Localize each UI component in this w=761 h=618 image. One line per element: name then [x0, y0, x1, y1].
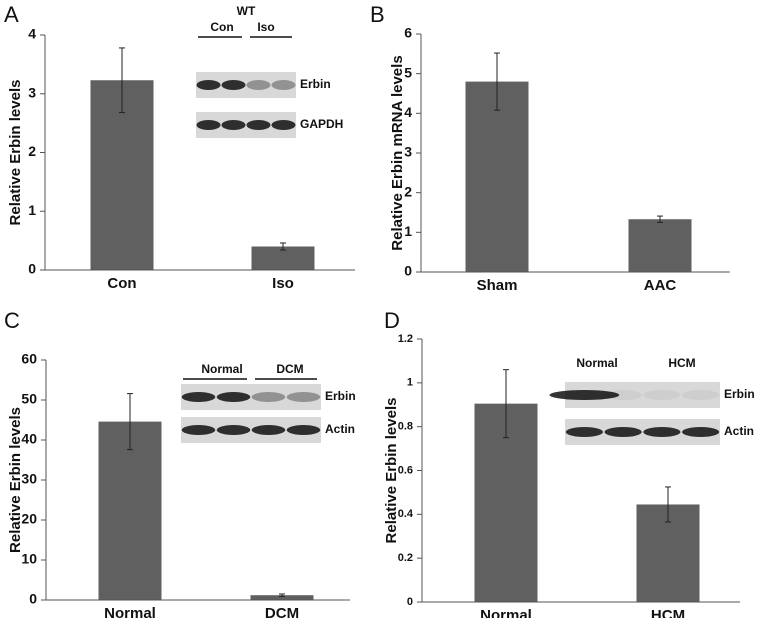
bar	[250, 595, 314, 600]
y-axis-label: Relative Erbin levels	[7, 407, 24, 553]
y-tick-label: 2	[28, 143, 36, 159]
band-label: Erbin	[325, 389, 356, 403]
blot-band	[682, 390, 720, 400]
y-tick-label: 50	[21, 391, 37, 407]
blot-band	[286, 392, 321, 402]
band-label: Erbin	[300, 77, 331, 91]
blot-band	[216, 425, 251, 435]
y-tick-label: 20	[21, 511, 37, 527]
y-tick-label: 6	[404, 25, 412, 41]
y-tick-label: 0	[29, 591, 37, 607]
y-tick-label: 1	[28, 202, 36, 218]
bar	[628, 219, 692, 272]
blot-band	[216, 392, 251, 402]
blot-band	[565, 427, 603, 437]
y-tick-label: 5	[404, 64, 412, 80]
y-tick-label: 30	[21, 471, 37, 487]
y-tick-label: 0.8	[398, 421, 413, 433]
x-tick-label: Con	[107, 275, 136, 292]
y-tick-label: 0	[404, 263, 412, 279]
y-tick-label: 1.2	[398, 333, 413, 345]
panel-label: D	[384, 308, 400, 333]
blot-band	[604, 390, 642, 400]
x-tick-label: HCM	[651, 607, 685, 618]
x-tick-label: Normal	[480, 607, 532, 618]
y-tick-label: 4	[404, 104, 412, 120]
blot-band	[643, 390, 681, 400]
bar	[251, 246, 315, 270]
y-axis-label: Relative Erbin mRNA levels	[389, 55, 406, 250]
lane-label: DCM	[276, 362, 303, 376]
y-axis-label: Relative Erbin levels	[383, 398, 400, 544]
blot-band	[251, 392, 286, 402]
blot-band	[181, 392, 216, 402]
band-label: GAPDH	[300, 117, 343, 131]
y-tick-label: 3	[28, 84, 36, 100]
lane-label: HCM	[668, 356, 695, 370]
y-tick-label: 0	[28, 261, 36, 277]
y-tick-label: 0.6	[398, 464, 413, 476]
blot-band	[549, 390, 620, 400]
blot-band	[682, 427, 720, 437]
bar	[465, 81, 529, 272]
bar	[98, 421, 162, 600]
blot-band	[246, 80, 271, 90]
inset-title: WT	[237, 4, 256, 18]
y-tick-label: 0.4	[398, 508, 414, 520]
lane-label: Normal	[201, 362, 242, 376]
y-tick-label: 4	[28, 26, 36, 42]
blot-band	[181, 425, 216, 435]
x-tick-label: Sham	[477, 277, 518, 294]
blot-band	[643, 427, 681, 437]
x-tick-label: Iso	[272, 275, 294, 292]
panel-label: B	[370, 2, 385, 27]
panel-label: C	[4, 308, 20, 333]
band-label: Erbin	[724, 387, 755, 401]
x-tick-label: Normal	[104, 605, 156, 618]
lane-label: Con	[210, 20, 233, 34]
band-label: Actin	[325, 422, 355, 436]
x-tick-label: AAC	[644, 277, 677, 294]
blot-band	[221, 80, 246, 90]
lane-label: Normal	[576, 356, 617, 370]
y-tick-label: 10	[21, 551, 37, 567]
y-tick-label: 40	[21, 431, 37, 447]
blot-band	[196, 120, 221, 130]
y-tick-label: 0	[407, 596, 413, 608]
panel-label: A	[4, 2, 19, 27]
blot-band	[604, 427, 642, 437]
y-tick-label: 1	[407, 377, 413, 389]
lane-label: Iso	[257, 20, 274, 34]
blot-band	[271, 120, 296, 130]
y-tick-label: 2	[404, 183, 412, 199]
y-tick-label: 3	[404, 144, 412, 160]
blot-band	[271, 80, 296, 90]
blot-band	[246, 120, 271, 130]
y-tick-label: 60	[21, 351, 37, 367]
band-label: Actin	[724, 424, 754, 438]
x-tick-label: DCM	[265, 605, 299, 618]
y-tick-label: 0.2	[398, 552, 413, 564]
blot-band	[221, 120, 246, 130]
y-axis-label: Relative Erbin levels	[7, 80, 24, 226]
blot-band	[196, 80, 221, 90]
blot-band	[251, 425, 286, 435]
y-tick-label: 1	[404, 223, 412, 239]
blot-band	[286, 425, 321, 435]
